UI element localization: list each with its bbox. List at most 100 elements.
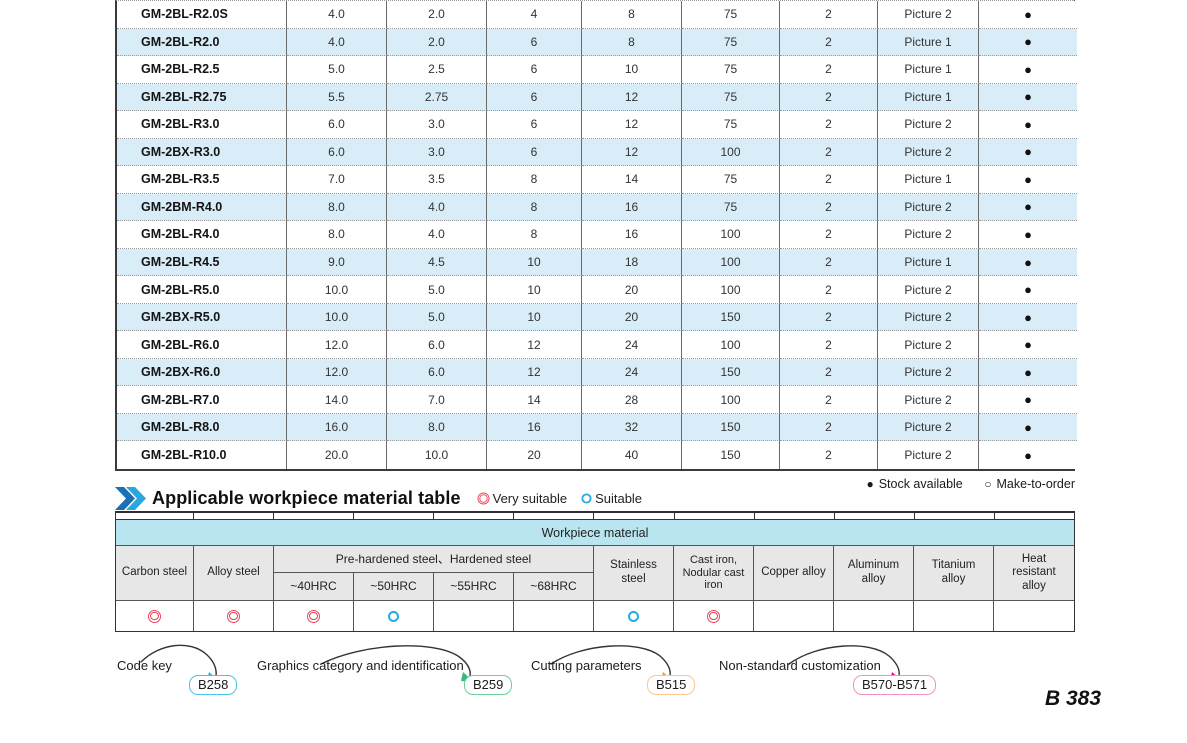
product-code-cell: GM-2BL-R4.0 xyxy=(117,221,287,249)
spec-cell: 5.0 xyxy=(387,303,487,332)
spec-cell: 2 xyxy=(780,28,878,57)
spec-cell: 75 xyxy=(682,111,780,139)
double-chevron-icon xyxy=(115,486,146,510)
col-copper-alloy: Copper alloy xyxy=(754,546,834,601)
spec-cell: 8 xyxy=(487,221,582,249)
spec-cell: 2 xyxy=(780,386,878,414)
spec-cell: 8.0 xyxy=(287,221,387,249)
spec-cell: 6 xyxy=(487,83,582,112)
stock-available-icon: ● xyxy=(866,477,874,491)
product-code-cell: GM-2BL-R2.0 xyxy=(117,28,287,57)
note-badge: B570-B571 xyxy=(853,675,937,695)
rating-cell xyxy=(354,601,434,631)
spec-cell: 6 xyxy=(487,28,582,57)
product-code-cell: GM-2BL-R2.75 xyxy=(117,83,287,112)
col-stainless-steel: Stainless steel xyxy=(594,546,674,601)
stock-cell: ● xyxy=(979,1,1077,29)
spec-cell: 8 xyxy=(582,28,682,57)
workpiece-table-title: Workpiece material xyxy=(116,520,1074,546)
spec-cell: 18 xyxy=(582,248,682,277)
spec-cell: 2 xyxy=(780,331,878,359)
stock-cell: ● xyxy=(979,441,1077,469)
picture-ref-cell: Picture 2 xyxy=(878,413,979,442)
stock-cell: ● xyxy=(979,331,1077,359)
spec-cell: 2 xyxy=(780,111,878,139)
spec-cell: 2 xyxy=(780,138,878,167)
spec-cell: 20 xyxy=(582,276,682,304)
spec-cell: 3.0 xyxy=(387,111,487,139)
spec-cell: 4.0 xyxy=(287,28,387,57)
spec-cell: 150 xyxy=(682,303,780,332)
spec-cell: 8.0 xyxy=(387,413,487,442)
rating-cell xyxy=(834,601,914,631)
spec-cell: 2 xyxy=(780,303,878,332)
picture-ref-cell: Picture 2 xyxy=(878,441,979,469)
spec-cell: 2.0 xyxy=(387,1,487,29)
spec-cell: 28 xyxy=(582,386,682,414)
spec-cell: 2 xyxy=(780,358,878,387)
spec-cell: 100 xyxy=(682,248,780,277)
stock-cell: ● xyxy=(979,303,1077,332)
stock-cell: ● xyxy=(979,193,1077,222)
product-code-cell: GM-2BX-R6.0 xyxy=(117,358,287,387)
product-code-cell: GM-2BL-R3.0 xyxy=(117,111,287,139)
spec-cell: 4.5 xyxy=(387,248,487,277)
very-suitable-icon xyxy=(227,609,240,623)
col-group-hardened-steel: Pre-hardened steel、Hardened steel xyxy=(274,546,594,573)
spec-cell: 150 xyxy=(682,358,780,387)
product-code-cell: GM-2BL-R7.0 xyxy=(117,386,287,414)
spec-cell: 10.0 xyxy=(387,441,487,469)
spec-cell: 8 xyxy=(487,193,582,222)
picture-ref-cell: Picture 2 xyxy=(878,138,979,167)
picture-ref-cell: Picture 1 xyxy=(878,56,979,84)
stock-legend: ● Stock available ○ Make-to-order xyxy=(115,477,1075,491)
stock-cell: ● xyxy=(979,248,1077,277)
picture-ref-cell: Picture 2 xyxy=(878,303,979,332)
picture-ref-cell: Picture 2 xyxy=(878,221,979,249)
spec-cell: 20 xyxy=(487,441,582,469)
page-number: B 383 xyxy=(1045,687,1102,710)
spec-cell: 5.0 xyxy=(287,56,387,84)
make-to-order-legend: ○ Make-to-order xyxy=(984,477,1075,491)
rating-cell xyxy=(274,601,354,631)
stock-available-label: Stock available xyxy=(878,477,963,491)
rating-cell xyxy=(514,601,594,631)
col-50hrc: ~50HRC xyxy=(354,573,434,601)
spec-cell: 8.0 xyxy=(287,193,387,222)
spec-cell: 100 xyxy=(682,276,780,304)
workpiece-material-table: Workpiece material Carbon steel Alloy st… xyxy=(115,519,1075,632)
spec-cell: 75 xyxy=(682,166,780,194)
spec-cell: 32 xyxy=(582,413,682,442)
section-heading: Applicable workpiece material table Very… xyxy=(115,485,656,511)
spec-cell: 8 xyxy=(582,1,682,29)
spec-cell: 9.0 xyxy=(287,248,387,277)
product-code-cell: GM-2BX-R3.0 xyxy=(117,138,287,167)
section-title: Applicable workpiece material table xyxy=(152,487,461,508)
spec-cell: 12 xyxy=(582,111,682,139)
picture-ref-cell: Picture 2 xyxy=(878,358,979,387)
stock-cell: ● xyxy=(979,276,1077,304)
suitable-icon xyxy=(628,610,639,622)
rating-cell xyxy=(754,601,834,631)
picture-ref-cell: Picture 2 xyxy=(878,386,979,414)
spec-cell: 12 xyxy=(582,138,682,167)
spec-cell: 3.0 xyxy=(387,138,487,167)
spec-cell: 6.0 xyxy=(387,331,487,359)
spec-cell: 24 xyxy=(582,358,682,387)
product-code-cell: GM-2BL-R4.5 xyxy=(117,248,287,277)
stock-cell: ● xyxy=(979,28,1077,57)
make-to-order-label: Make-to-order xyxy=(996,477,1076,491)
spec-cell: 2.0 xyxy=(387,28,487,57)
column-tick-row xyxy=(115,513,1075,519)
very-suitable-icon xyxy=(477,492,490,504)
spec-cell: 4.0 xyxy=(387,193,487,222)
spec-cell: 6 xyxy=(487,111,582,139)
spec-cell: 75 xyxy=(682,83,780,112)
spec-cell: 7.0 xyxy=(287,166,387,194)
rating-cell xyxy=(194,601,274,631)
very-suitable-label: Very suitable xyxy=(492,490,568,506)
spec-cell: 2 xyxy=(780,276,878,304)
spec-cell: 6 xyxy=(487,138,582,167)
spec-cell: 100 xyxy=(682,138,780,167)
